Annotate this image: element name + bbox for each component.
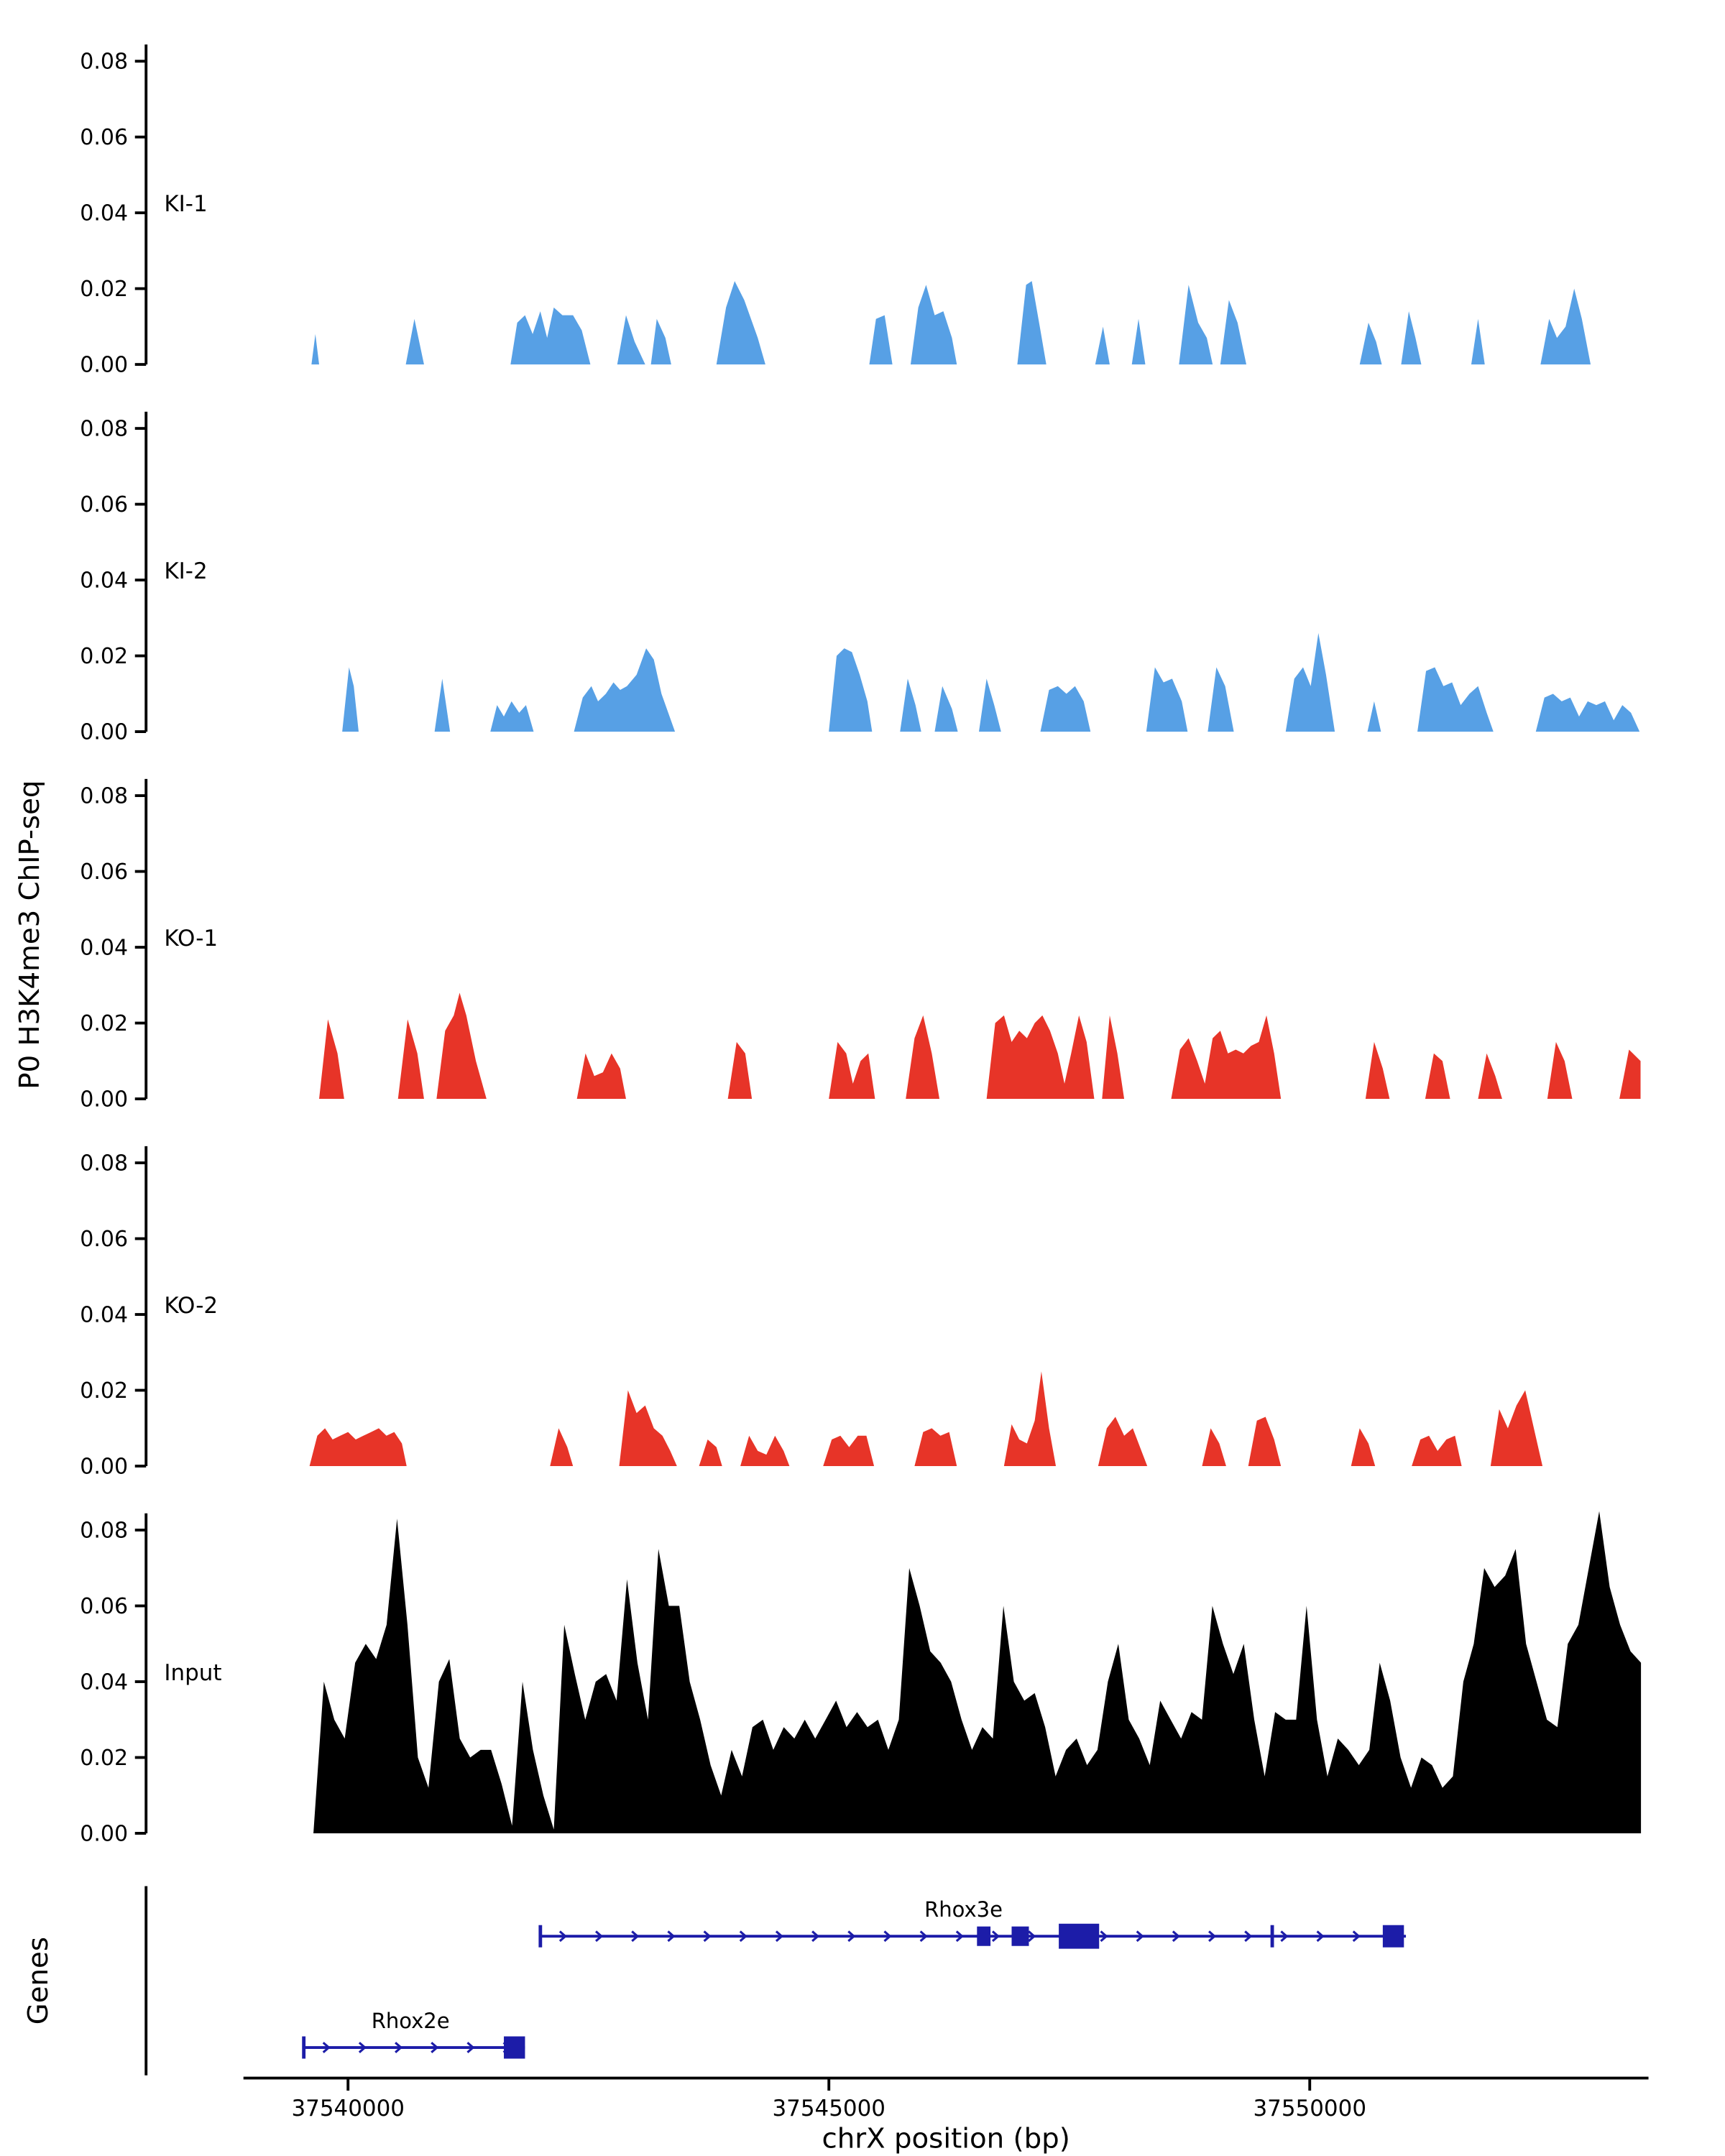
y-tick-label: 0.02 (80, 644, 128, 669)
y-tick-label: 0.08 (80, 1519, 128, 1544)
y-tick-label: 0.00 (80, 720, 128, 745)
gene-Rhox2e: Rhox2e (302, 2009, 525, 2059)
gene-label: Rhox2e (372, 2009, 450, 2033)
strand-arrow-icon (739, 1930, 748, 1943)
strand-arrow-icon (558, 1930, 567, 1943)
strand-arrow-icon (1100, 1930, 1108, 1943)
x-axis-title: chrX position (bp) (822, 2122, 1070, 2155)
y-tick-label: 0.06 (80, 125, 128, 150)
y-tick-label: 0.04 (80, 568, 128, 594)
track-label: Input (164, 1660, 221, 1686)
y-tick-label: 0.08 (80, 417, 128, 442)
y-tick-label: 0.00 (80, 1087, 128, 1112)
genes-panel-title: Genes (22, 1937, 55, 2024)
track-label: KI-1 (164, 191, 207, 217)
strand-arrow-icon (703, 1930, 712, 1943)
strand-arrow-icon (595, 1930, 604, 1943)
x-axis: 37540000 37545000 37550000 chrX position (b… (243, 2076, 1649, 2155)
y-tick-label: 0.08 (80, 1151, 128, 1176)
strand-arrow-icon (667, 1930, 676, 1943)
y-tick-label: 0.04 (80, 201, 128, 226)
y-tick-label: 0.04 (80, 936, 128, 961)
track-label: KO-2 (164, 1293, 218, 1319)
track-KO-2: 0.00 0.02 0.04 0.06 0.08 KO-2 (80, 1146, 1543, 1480)
y-tick-label: 0.08 (80, 50, 128, 75)
strand-arrow-icon (1352, 1930, 1361, 1943)
y-tick-label: 0.00 (80, 1455, 128, 1480)
exon-block (1011, 1926, 1029, 1946)
strand-arrow-icon (395, 2042, 403, 2053)
strand-arrow-icon (955, 1930, 964, 1943)
y-tick-label: 0.04 (80, 1303, 128, 1328)
strand-arrow-icon (919, 1930, 928, 1943)
genes-panel: Rhox3e Rhox2e (144, 1886, 1407, 2076)
track-KI-1: 0.00 0.02 0.04 0.06 0.08 KI-1 (80, 44, 1591, 378)
coverage-area-KO-2 (309, 1371, 1543, 1466)
strand-arrow-icon (1208, 1930, 1217, 1943)
y-tick-label: 0.02 (80, 277, 128, 302)
coverage-area-KO-1 (319, 992, 1641, 1100)
strand-arrow-icon (1316, 1930, 1325, 1943)
y-tick-label: 0.06 (80, 492, 128, 517)
strand-arrow-icon (1280, 1930, 1289, 1943)
track-KO-1: 0.00 0.02 0.04 0.06 0.08 KO-1 (80, 778, 1641, 1112)
y-tick-label: 0.06 (80, 860, 128, 885)
exon-block (504, 2036, 525, 2059)
strand-arrow-icon (1172, 1930, 1180, 1943)
y-tick-label: 0.02 (80, 1746, 128, 1771)
strand-arrow-icon (1244, 1930, 1253, 1943)
coverage-area-Input (313, 1511, 1642, 1833)
strand-arrow-icon (322, 2042, 331, 2053)
strand-arrow-icon (1028, 1930, 1036, 1943)
x-tick-label: 37545000 (772, 2096, 886, 2122)
y-tick-label: 0.02 (80, 1378, 128, 1404)
strand-arrow-icon (775, 1930, 784, 1943)
strand-arrow-icon (466, 2042, 475, 2053)
strand-arrow-icon (631, 1930, 640, 1943)
y-tick-label: 0.06 (80, 1227, 128, 1252)
track-Input: 0.00 0.02 0.04 0.06 0.08 Input (80, 1511, 1642, 1846)
gene-label: Rhox3e (924, 1897, 1003, 1922)
y-tick-label: 0.02 (80, 1011, 128, 1036)
y-tick-label: 0.00 (80, 1821, 128, 1846)
strand-arrow-icon (811, 1930, 820, 1943)
gene-Rhox3e: Rhox3e (538, 1897, 1407, 1949)
track-label: KO-1 (164, 926, 218, 952)
exon-block (1059, 1923, 1100, 1949)
strand-arrow-icon (991, 1930, 1000, 1943)
strand-arrow-icon (847, 1930, 856, 1943)
y-tick-label: 0.00 (80, 353, 128, 378)
exon-block (977, 1926, 991, 1946)
coverage-area-KI-2 (342, 632, 1640, 732)
strand-arrow-icon (883, 1930, 892, 1943)
x-tick-label: 37550000 (1253, 2096, 1366, 2122)
y-axis-title: P0 H3K4me3 ChIP-seq (14, 780, 46, 1089)
strand-arrow-icon (358, 2042, 367, 2053)
strand-arrow-icon (1136, 1930, 1144, 1943)
track-KI-2: 0.00 0.02 0.04 0.06 0.08 KI-2 (80, 411, 1640, 745)
exon-block (1382, 1925, 1404, 1948)
x-tick-label: 37540000 (291, 2096, 405, 2122)
coverage-area-KI-1 (311, 281, 1591, 365)
y-tick-label: 0.08 (80, 784, 128, 809)
track-label: KI-2 (164, 558, 207, 584)
y-tick-label: 0.04 (80, 1670, 128, 1695)
y-tick-label: 0.06 (80, 1594, 128, 1619)
strand-arrow-icon (431, 2042, 439, 2053)
